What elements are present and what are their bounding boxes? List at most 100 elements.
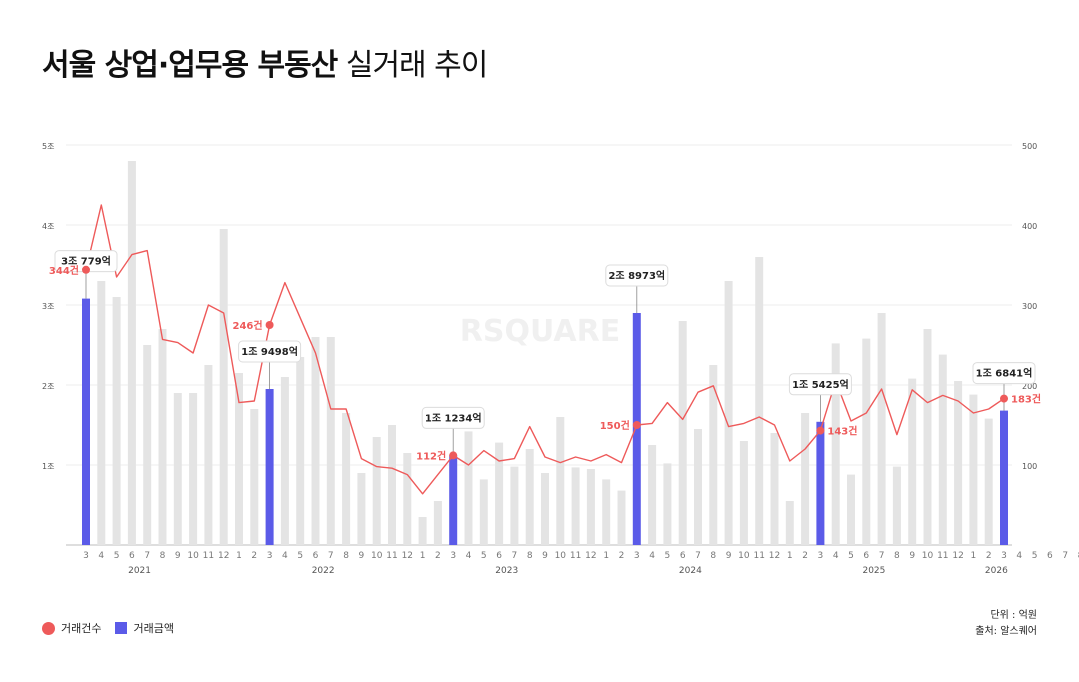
x-tick-label: 3	[450, 551, 456, 561]
amount-bar	[250, 409, 259, 545]
amount-callout-label: 1조 6841억	[976, 368, 1033, 380]
amount-bar	[586, 469, 595, 545]
amount-bar-highlight	[265, 389, 274, 545]
amount-bar	[739, 441, 748, 545]
x-tick-label: 7	[879, 551, 885, 561]
count-point-highlight	[632, 421, 641, 429]
count-point-highlight	[816, 426, 825, 435]
amount-bar	[372, 437, 381, 545]
legend-amount-label: 거래금액	[133, 622, 174, 635]
x-tick-label: 7	[328, 551, 334, 561]
x-tick-label: 9	[359, 551, 365, 561]
year-label: 2022	[312, 566, 335, 576]
amount-bar	[311, 337, 320, 545]
amount-bar	[296, 357, 305, 545]
x-tick-label: 3	[83, 551, 89, 561]
amount-callout-box	[421, 406, 485, 429]
x-tick-label: 3	[267, 551, 273, 561]
amount-bar	[189, 393, 198, 545]
x-tick-label: 10	[187, 551, 199, 561]
legend-count-label: 거래건수	[61, 622, 102, 635]
x-tick-label: 5	[114, 551, 120, 561]
x-tick-label: 9	[726, 551, 732, 561]
x-tick-label: 11	[753, 551, 764, 561]
amount-callout-box	[605, 264, 669, 287]
x-tick-label: 4	[466, 551, 472, 561]
amount-bar	[831, 343, 840, 545]
x-tick-label: 7	[695, 551, 701, 561]
amount-bar	[984, 418, 993, 545]
x-tick-label: 5	[848, 551, 854, 561]
amount-bar	[479, 479, 488, 545]
amount-bar	[97, 281, 106, 545]
amount-bar	[357, 473, 366, 545]
x-tick-label: 10	[555, 551, 567, 561]
amount-bar	[127, 161, 136, 545]
x-tick-label: 11	[570, 551, 581, 561]
x-tick-label: 4	[1016, 551, 1022, 561]
amount-bar	[510, 466, 519, 545]
left-axis-tick: 2조	[42, 382, 54, 391]
chart-title: 서울 상업·업무용 부동산 실거래 추이	[42, 40, 488, 84]
count-point-label: 143건	[827, 425, 857, 438]
x-tick-label: 1	[787, 551, 793, 561]
x-tick-label: 12	[218, 551, 229, 561]
x-tick-label: 4	[649, 551, 655, 561]
chart-title-bold: 서울 상업·업무용 부동산	[42, 48, 338, 83]
count-point-highlight	[1000, 394, 1008, 403]
amount-callout-label: 2조 8973억	[608, 270, 665, 282]
amount-bar	[173, 393, 182, 545]
amount-bar	[617, 490, 626, 545]
year-label: 2026	[985, 566, 1008, 576]
x-tick-label: 8	[894, 551, 900, 561]
x-tick-label: 6	[313, 551, 319, 561]
amount-bar	[892, 466, 901, 545]
count-line	[85, 204, 1005, 495]
right-axis-tick: 100	[1022, 462, 1037, 471]
right-axis-tick: 300	[1022, 302, 1037, 311]
amount-bar	[525, 449, 534, 545]
source-note: 출처: 알스퀘어	[975, 626, 1037, 637]
amount-bar-highlight	[449, 455, 458, 545]
x-tick-label: 12	[585, 551, 596, 561]
amount-callout-label: 3조 779억	[61, 256, 111, 268]
x-tick-label: 9	[175, 551, 181, 561]
amount-bar	[954, 381, 963, 545]
x-tick-label: 5	[481, 551, 487, 561]
amount-bar	[923, 329, 932, 545]
legend: 거래건수 거래금액	[42, 620, 174, 636]
amount-callout-box	[788, 373, 852, 396]
x-tick-label: 6	[863, 551, 869, 561]
amount-bar	[112, 297, 121, 545]
amount-callout-label: 1조 9498억	[241, 346, 298, 358]
amount-bar	[770, 433, 779, 545]
x-tick-label: 5	[665, 551, 671, 561]
amount-bar	[219, 229, 228, 545]
unit-note: 단위 : 억원	[990, 610, 1037, 621]
amount-bar	[908, 378, 917, 545]
legend-dot-icon	[42, 621, 55, 635]
count-point-highlight	[82, 265, 90, 274]
amount-callout-box	[972, 362, 1036, 385]
amount-bar	[877, 313, 886, 545]
x-tick-label: 1	[420, 551, 426, 561]
x-tick-label: 1	[236, 551, 242, 561]
year-label: 2025	[862, 566, 885, 576]
amount-bar	[801, 413, 810, 545]
right-axis-tick: 400	[1022, 222, 1037, 231]
legend-item-count: 거래건수	[42, 620, 101, 636]
x-tick-label: 10	[738, 551, 750, 561]
x-tick-label: 6	[496, 551, 502, 561]
amount-bar-highlight	[816, 421, 825, 545]
x-tick-label: 6	[129, 551, 135, 561]
amount-bar	[938, 354, 947, 545]
x-tick-label: 5	[297, 551, 303, 561]
year-label: 2024	[679, 566, 702, 576]
amount-bar	[326, 337, 335, 545]
amount-callout-label: 1조 1234억	[425, 412, 482, 424]
x-tick-label: 2	[619, 551, 625, 561]
x-tick-label: 3	[1001, 551, 1007, 561]
right-axis-tick: 500	[1022, 142, 1037, 151]
x-tick-label: 5	[1032, 551, 1038, 561]
